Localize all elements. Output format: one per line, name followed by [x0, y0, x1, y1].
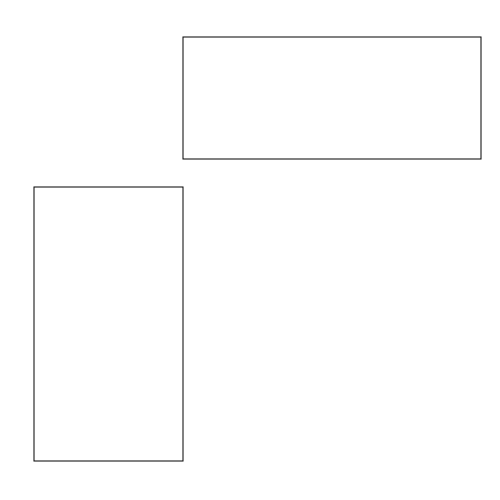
left-panel — [33, 186, 184, 462]
top-axes-frame — [182, 36, 482, 160]
left-axes-frame — [33, 186, 184, 462]
top-panel — [182, 36, 482, 160]
